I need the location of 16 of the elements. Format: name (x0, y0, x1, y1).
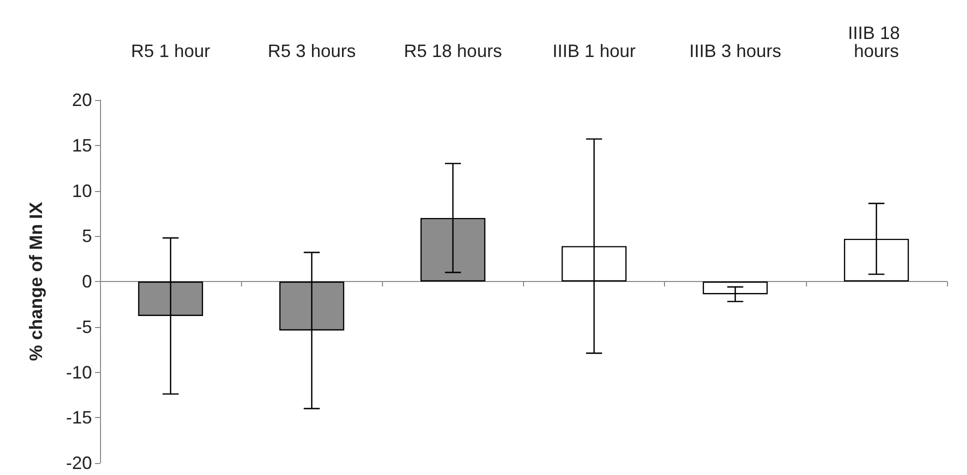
y-tick-label: 15 (72, 135, 92, 156)
y-axis-title: % change of Mn IX (26, 202, 46, 362)
x-tick-label: R5 3 hours (268, 41, 356, 61)
y-tick-label: -20 (66, 453, 92, 473)
y-tick-label: 5 (82, 226, 92, 246)
y-tick-label: 20 (72, 90, 92, 110)
y-tick-label: -10 (66, 362, 92, 382)
y-tick-label: 0 (82, 272, 92, 292)
x-tick-label: IIIB 1 hour (552, 41, 636, 61)
y-tick-label: -5 (76, 316, 92, 337)
x-tick-label: R5 18 hours (404, 41, 502, 61)
x-tick-label: IIIB 3 hours (689, 41, 782, 61)
y-tick-label: -15 (66, 408, 92, 428)
x-tick-label: IIIB 18 hours (848, 23, 905, 61)
y-tick-label: 10 (72, 180, 92, 201)
x-tick-label: R5 1 hour (131, 41, 210, 61)
